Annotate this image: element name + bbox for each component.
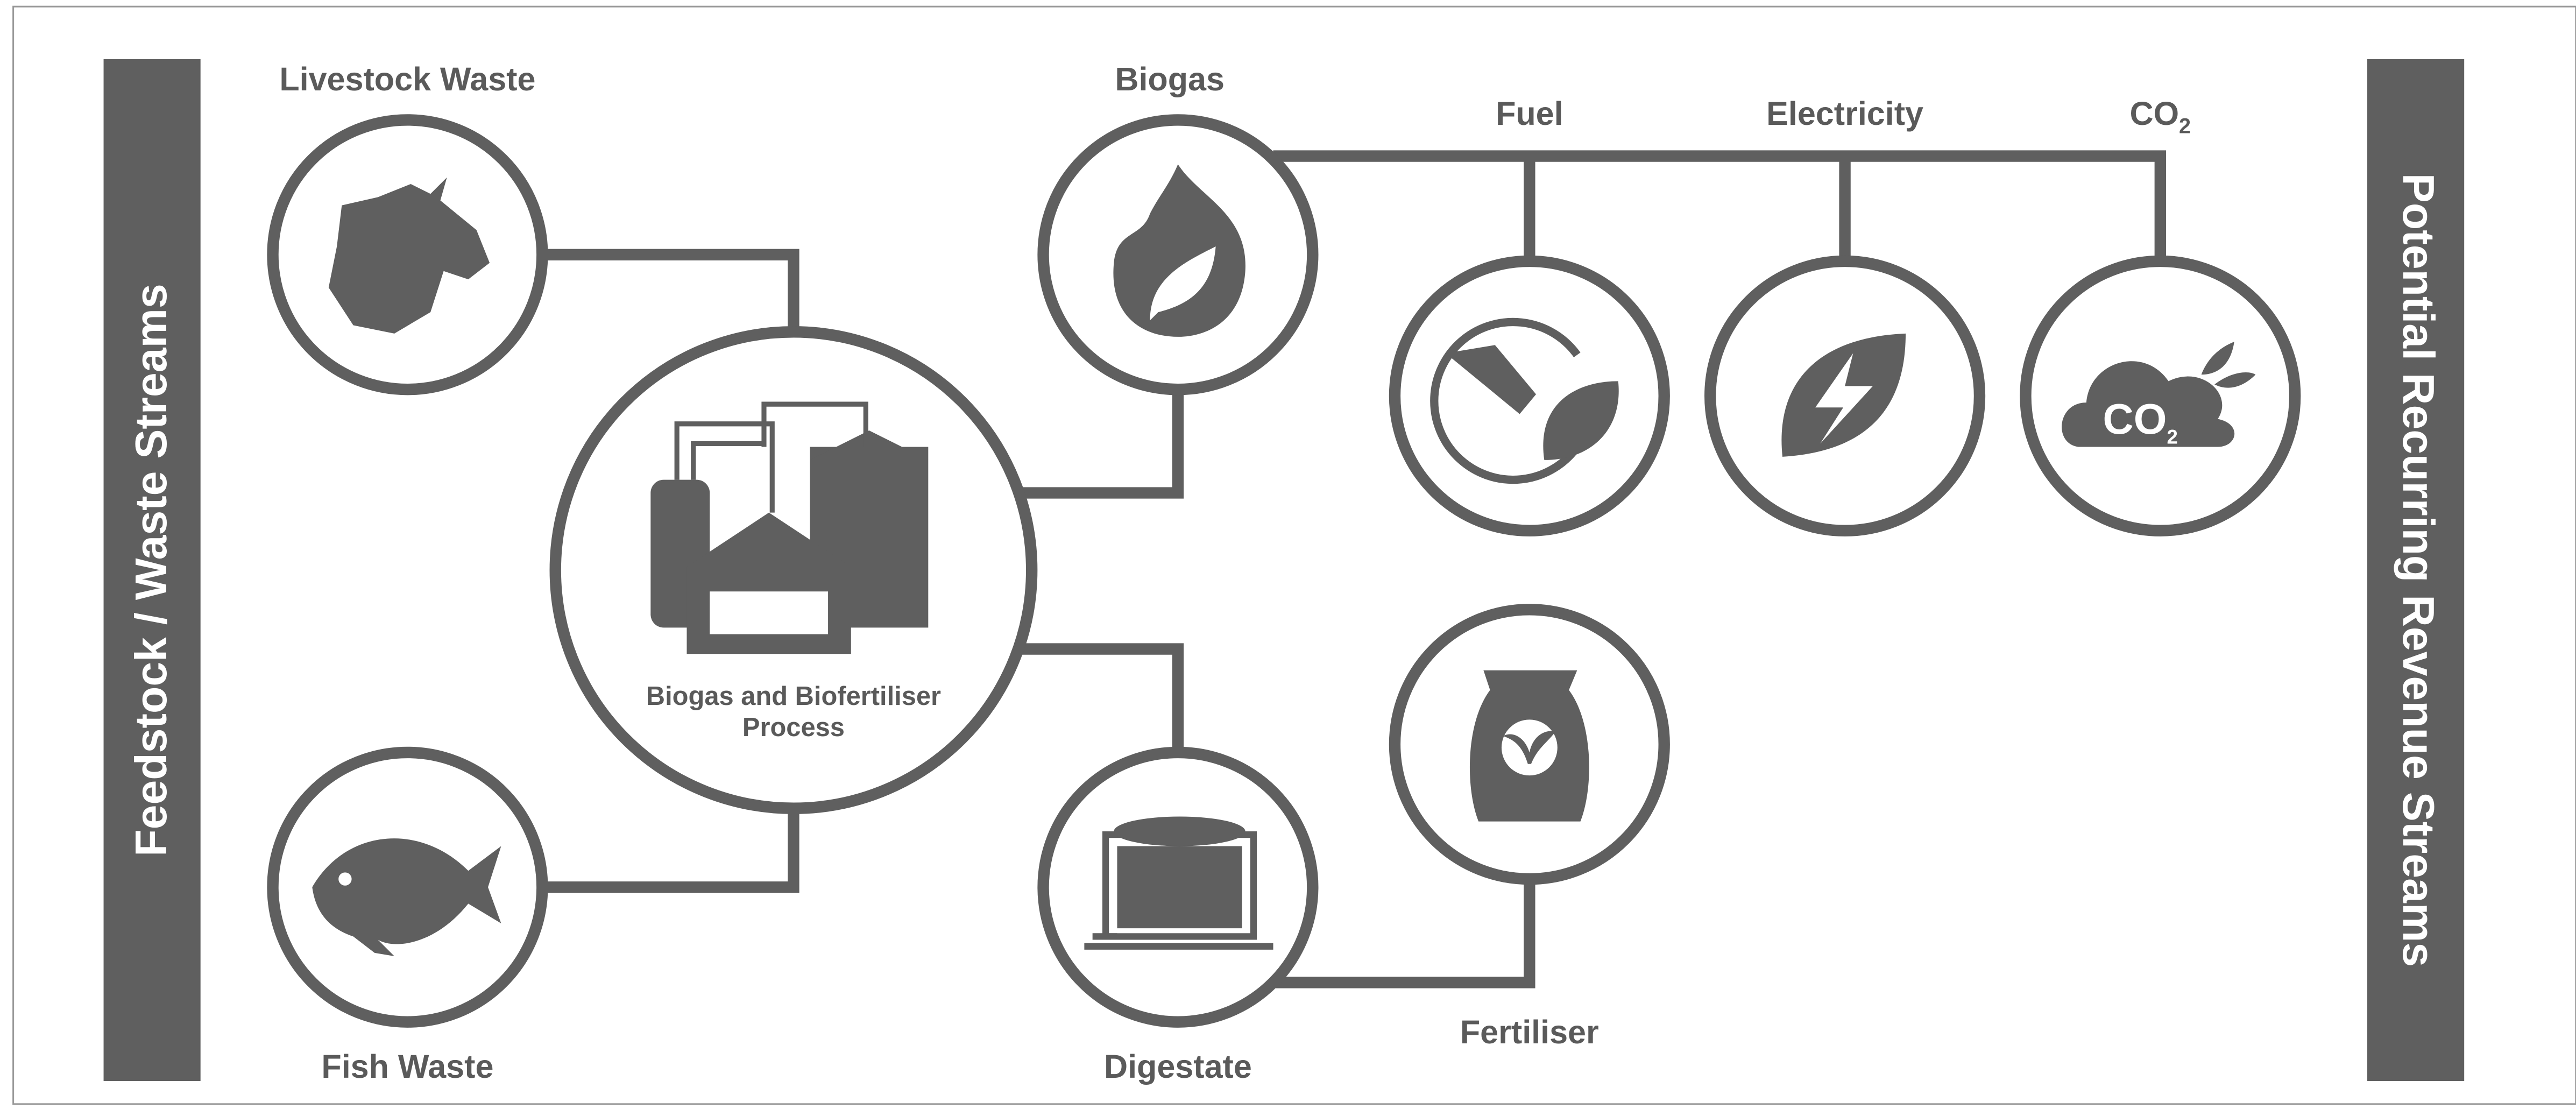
- fish-icon: [312, 838, 501, 957]
- flame-leaf: [1150, 246, 1216, 321]
- co2-label: CO2: [2129, 95, 2191, 138]
- fish-eye: [338, 872, 352, 886]
- co2-icon: CO2: [2062, 342, 2256, 448]
- right-bar: [2367, 59, 2465, 1082]
- fertiliser-icon: [1469, 670, 1589, 822]
- electricity-icon: [1781, 333, 1906, 457]
- plant-icon: [650, 401, 929, 654]
- digestate-icon: [1084, 816, 1273, 950]
- connector: [1273, 874, 1535, 988]
- process-label: Biogas and Biofertiliser: [646, 682, 941, 711]
- connectors: [542, 150, 2167, 988]
- fertiliser-label: Fertiliser: [1460, 1014, 1599, 1050]
- digestate-label: Digestate: [1104, 1048, 1252, 1085]
- fuel-icon: [1430, 317, 1619, 484]
- co2-icon-text: CO2: [2103, 395, 2177, 448]
- right-bar-label: Potential Recurring Revenue Streams: [2394, 173, 2443, 967]
- co2-label-text: CO: [2129, 95, 2179, 132]
- process-label: Process: [742, 713, 845, 742]
- connector: [542, 249, 799, 337]
- connector: [1022, 643, 1184, 758]
- livestock-label: Livestock Waste: [279, 61, 535, 97]
- connector: [1022, 384, 1184, 499]
- cow-icon: [328, 177, 490, 334]
- electricity-label: Electricity: [1766, 95, 1923, 132]
- connector: [542, 805, 799, 893]
- fuel-label: Fuel: [1496, 95, 1563, 132]
- left-bar: [103, 59, 201, 1082]
- fish-label: Fish Waste: [321, 1048, 493, 1085]
- left-bar-label: Feedstock / Waste Streams: [126, 284, 176, 856]
- flame-icon: [1113, 164, 1245, 337]
- connector: [1273, 150, 2167, 266]
- co2-label-subscript: 2: [2179, 114, 2191, 138]
- biogas-label: Biogas: [1115, 61, 1225, 97]
